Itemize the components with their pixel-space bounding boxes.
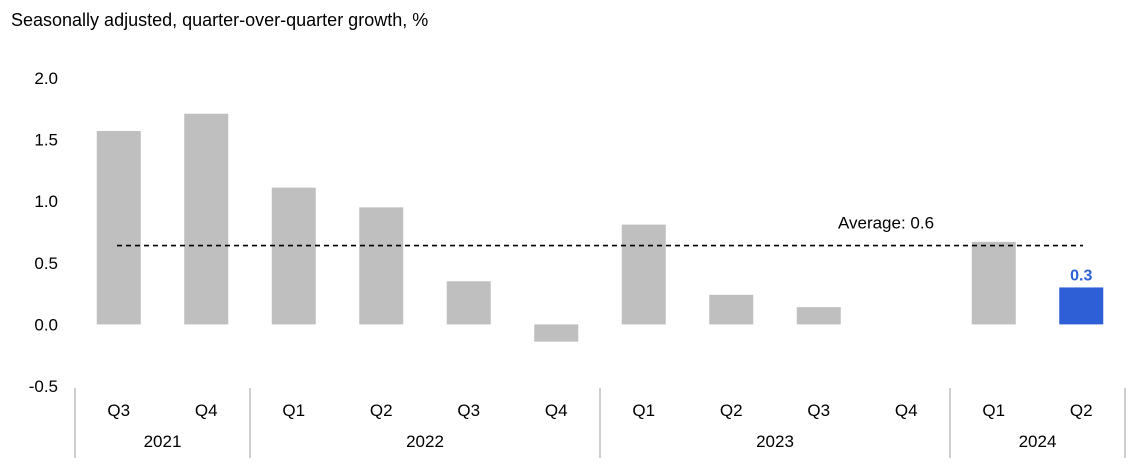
y-tick-label: 0.5: [34, 254, 58, 273]
bars: 0.3: [96, 113, 1104, 342]
x-tick-label: Q1: [282, 401, 305, 420]
x-tick-label: Q3: [107, 401, 130, 420]
y-tick-label: -0.5: [29, 377, 58, 396]
y-tick-label: 1.0: [34, 192, 58, 211]
x-tick-label: Q2: [1070, 401, 1093, 420]
bar: [446, 281, 491, 325]
x-group-label: 2021: [144, 432, 182, 451]
x-tick-label: Q2: [370, 401, 393, 420]
x-tick-label: Q4: [195, 401, 218, 420]
x-axis: Q3 Q4 Q1 Q2 Q3 Q4 Q1 Q2 Q3 Q4 Q1 Q2 2021 2022 2023 2024: [74, 388, 1126, 458]
x-tick-label: Q4: [895, 401, 918, 420]
bar: [184, 113, 229, 325]
x-tick-label: Q1: [632, 401, 655, 420]
x-group-label: 2024: [1019, 432, 1057, 451]
x-group-label: 2022: [406, 432, 444, 451]
y-tick-label: 2.0: [34, 69, 58, 88]
average-line-group: Average: 0.6: [117, 214, 1083, 247]
x-group-label: 2023: [756, 432, 794, 451]
bar: [1059, 287, 1104, 325]
x-tick-label: Q3: [807, 401, 830, 420]
y-tick-label: 0.0: [34, 315, 58, 334]
bar: [534, 324, 579, 342]
bar: [96, 130, 141, 325]
y-tick-label: 1.5: [34, 131, 58, 150]
chart-subtitle: Seasonally adjusted, quarter-over-quarte…: [11, 10, 429, 30]
bar: [271, 187, 316, 325]
bar: [621, 224, 666, 325]
y-axis: 2.0 1.5 1.0 0.5 0.0 -0.5: [29, 69, 58, 396]
x-tick-label: Q4: [545, 401, 568, 420]
x-tick-label: Q2: [720, 401, 743, 420]
average-label: Average: 0.6: [838, 214, 934, 233]
bar: [971, 241, 1016, 325]
bar: [796, 307, 841, 325]
x-tick-label: Q3: [457, 401, 480, 420]
bar: [359, 207, 404, 325]
x-tick-label: Q1: [982, 401, 1005, 420]
bar: [709, 294, 754, 325]
data-label: 0.3: [1070, 267, 1092, 284]
